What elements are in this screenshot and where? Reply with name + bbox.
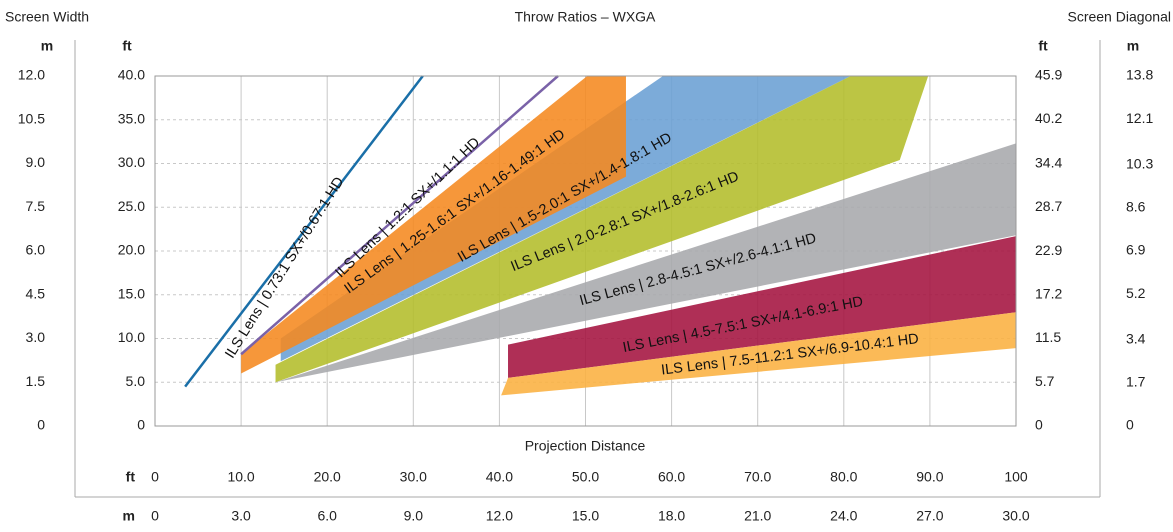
lens-band	[280, 76, 851, 362]
y-tick-label: 4.5	[26, 285, 46, 301]
x-tick-label: 6.0	[317, 508, 337, 524]
y-tick-label: 0	[137, 417, 145, 433]
y-tick-label: 45.9	[1035, 67, 1062, 83]
x-tick-label: 0	[151, 508, 159, 524]
y-tick-label: 3.0	[26, 329, 46, 345]
y-tick-label: 12.0	[18, 67, 45, 83]
y-tick-label: 34.4	[1035, 154, 1062, 170]
plot-border	[154, 75, 1017, 427]
x-tick-label: 70.0	[744, 469, 771, 485]
x-axis-label: Projection Distance	[525, 438, 646, 454]
x-tick-label: 10.0	[227, 469, 254, 485]
lens-band	[501, 312, 1016, 396]
y-tick-label: 15.0	[118, 285, 145, 301]
y-tick-label: 35.0	[118, 110, 145, 126]
x-tick-label: 0	[151, 469, 159, 485]
x-tick-label: 40.0	[486, 469, 513, 485]
unit-label: ft	[1038, 38, 1048, 54]
y-tick-label: 10.5	[18, 110, 45, 126]
y-tick-label: 9.0	[26, 154, 46, 170]
y-tick-label: 3.4	[1126, 330, 1146, 346]
y-tick-label: 28.7	[1035, 198, 1062, 214]
x-tick-label: 21.0	[744, 508, 771, 524]
y-tick-label: 5.2	[1126, 285, 1146, 301]
y-tick-label: 6.0	[26, 242, 46, 258]
y-tick-label: 30.0	[118, 154, 145, 170]
x-tick-label: 15.0	[572, 508, 599, 524]
y-tick-label: 5.0	[126, 373, 146, 389]
left-label: Screen Width	[5, 9, 89, 25]
y-tick-label: 40.2	[1035, 110, 1062, 126]
y-tick-label: 17.2	[1035, 286, 1062, 302]
x-tick-label: 12.0	[486, 508, 513, 524]
frame	[74, 40, 1101, 498]
y-tick-label: 5.7	[1035, 373, 1055, 389]
y-tick-label: 10.0	[118, 329, 145, 345]
lens-band	[508, 236, 1016, 378]
y-tick-label: 0	[1035, 417, 1043, 433]
x-tick-label: 24.0	[830, 508, 857, 524]
y-tick-label: 6.9	[1126, 242, 1146, 258]
unit-label: ft	[122, 38, 132, 54]
y-tick-label: 0	[37, 417, 45, 433]
x-tick-label: 100	[1004, 469, 1028, 485]
marks	[184, 75, 1016, 396]
x-tick-label: 18.0	[658, 508, 685, 524]
y-tick-label: 13.8	[1126, 67, 1153, 83]
x-tick-label: 60.0	[658, 469, 685, 485]
lens-line	[240, 75, 559, 356]
unit-label: m	[1127, 38, 1139, 54]
x-tick-label: 30.0	[1002, 508, 1029, 524]
y-tick-label: 12.1	[1126, 110, 1153, 126]
y-tick-label: 10.3	[1126, 155, 1153, 171]
y-tick-label: 8.6	[1126, 199, 1146, 215]
unit-label: m	[123, 508, 135, 524]
lens-band	[241, 76, 626, 374]
x-tick-label: 30.0	[400, 469, 427, 485]
y-tick-label: 1.7	[1126, 374, 1146, 390]
y-tick-label: 0	[1126, 417, 1134, 433]
lens-band	[275, 76, 929, 383]
x-tick-label: 27.0	[916, 508, 943, 524]
y-tick-label: 25.0	[118, 198, 145, 214]
unit-label: ft	[126, 469, 136, 485]
y-tick-label: 22.9	[1035, 242, 1062, 258]
unit-label: m	[41, 38, 53, 54]
x-tick-label: 80.0	[830, 469, 857, 485]
x-tick-label: 9.0	[404, 508, 424, 524]
y-tick-label: 1.5	[26, 373, 46, 389]
y-tick-label: 7.5	[26, 198, 46, 214]
x-tick-label: 50.0	[572, 469, 599, 485]
y-tick-label: 11.5	[1035, 329, 1061, 345]
lens-line	[184, 75, 424, 388]
lens-band	[275, 143, 1016, 383]
x-tick-label: 20.0	[314, 469, 341, 485]
y-tick-label: 20.0	[118, 242, 145, 258]
x-tick-label: 90.0	[916, 469, 943, 485]
chart-title: Throw Ratios – WXGA	[515, 9, 656, 25]
x-tick-label: 3.0	[231, 508, 251, 524]
right-label: Screen Diagonal	[1067, 9, 1171, 25]
y-tick-label: 40.0	[118, 67, 145, 83]
